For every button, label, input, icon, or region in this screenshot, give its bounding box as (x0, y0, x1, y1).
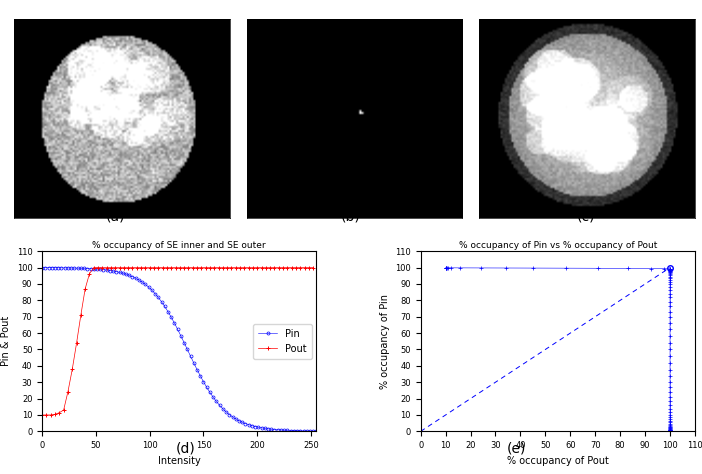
Pout (193, 265, 201, 271)
X-axis label: Intensity: Intensity (158, 456, 201, 465)
Pout (38, 412, 46, 418)
Pout (154, 265, 162, 271)
Pin (38, 265, 46, 271)
Pout (214, 265, 223, 271)
Legend: Pin, Pout: Pin, Pout (253, 324, 312, 358)
Pout (90, 265, 98, 271)
Line: Pout: Pout (40, 265, 315, 417)
Title: % occupancy of Pin vs % occupancy of Pout: % occupancy of Pin vs % occupancy of Pou… (458, 241, 657, 250)
Pin (312, 428, 321, 434)
Text: (b): (b) (341, 210, 361, 223)
X-axis label: % occupancy of Pout: % occupancy of Pout (507, 456, 609, 465)
Line: Pin: Pin (41, 266, 318, 433)
Y-axis label: % occupancy of Pin: % occupancy of Pin (380, 294, 390, 389)
Pin (51, 265, 59, 271)
Text: (e): (e) (506, 442, 526, 456)
Pout (176, 265, 184, 271)
Pin (270, 427, 279, 432)
Pin (44, 265, 53, 271)
Pout (218, 265, 227, 271)
Pin (67, 265, 75, 271)
Text: (a): (a) (106, 210, 126, 223)
Y-axis label: Pin & Pout: Pin & Pout (1, 316, 11, 366)
Text: (c): (c) (577, 210, 595, 223)
Pout (309, 265, 317, 271)
Pout (72, 340, 81, 346)
Pin (248, 423, 256, 428)
Title: % occupancy of SE inner and SE outer: % occupancy of SE inner and SE outer (93, 241, 266, 250)
Pin (170, 320, 178, 326)
Text: (d): (d) (176, 442, 196, 456)
